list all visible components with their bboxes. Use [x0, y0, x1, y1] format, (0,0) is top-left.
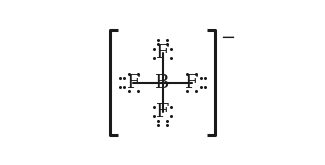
- Text: B: B: [155, 73, 170, 92]
- Text: F: F: [126, 73, 140, 92]
- Text: F: F: [185, 73, 199, 92]
- Text: −: −: [220, 29, 235, 47]
- Text: F: F: [156, 103, 169, 121]
- Text: F: F: [156, 44, 169, 62]
